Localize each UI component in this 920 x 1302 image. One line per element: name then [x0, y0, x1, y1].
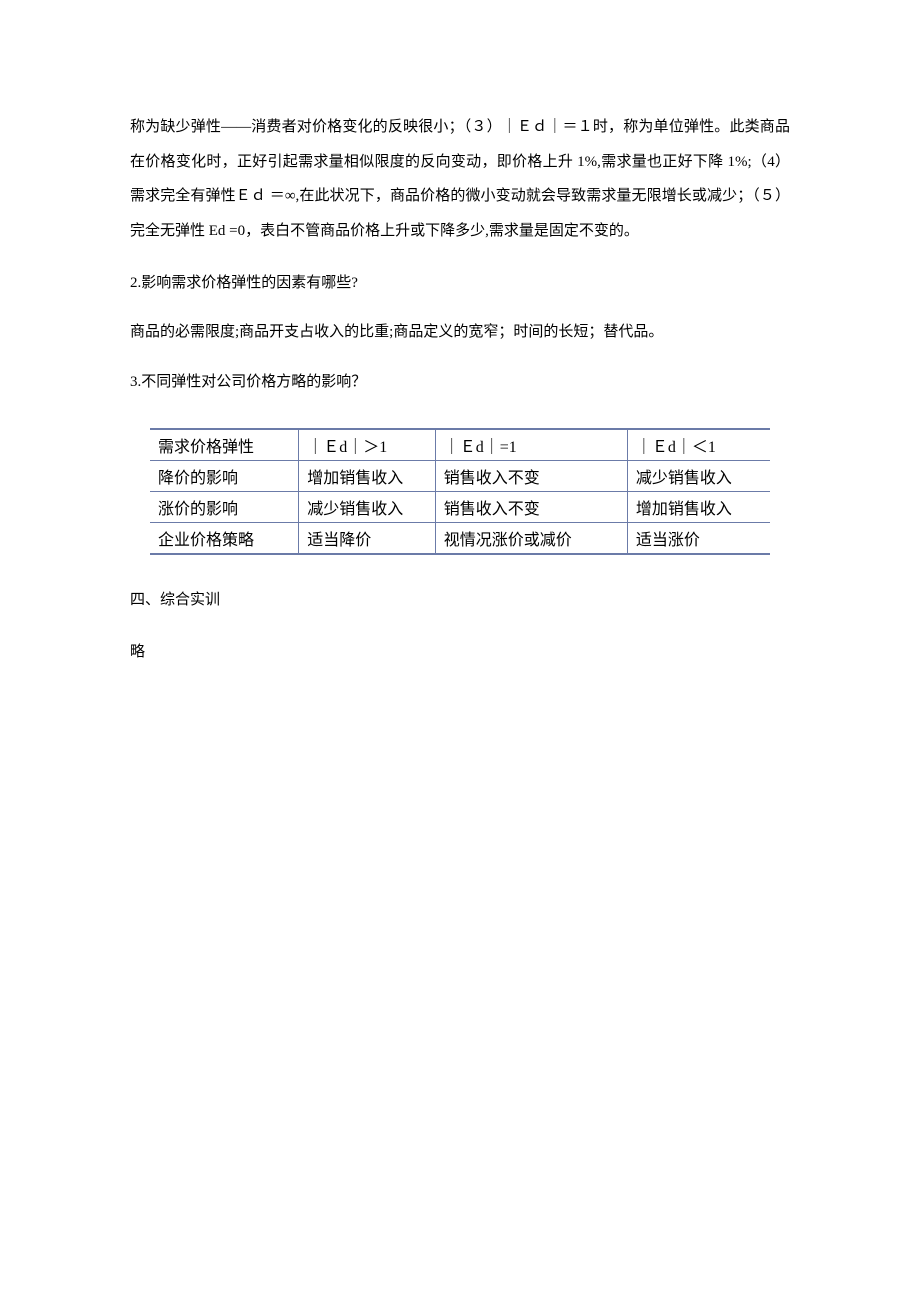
- question-2: 2.影响需求价格弹性的因素有哪些?: [130, 266, 790, 301]
- table-cell: 需求价格弹性: [150, 429, 299, 461]
- section-4-content: 略: [130, 635, 790, 670]
- table-row: 涨价的影响 减少销售收入 销售收入不变 增加销售收入: [150, 491, 770, 522]
- table-cell: 企业价格策略: [150, 522, 299, 554]
- table-cell: 适当涨价: [627, 522, 770, 554]
- table-cell: 视情况涨价或减价: [435, 522, 627, 554]
- table-cell: 销售收入不变: [435, 460, 627, 491]
- section-4-title: 四、综合实训: [130, 583, 790, 618]
- table-cell: 增加销售收入: [299, 460, 435, 491]
- table-cell: 减少销售收入: [627, 460, 770, 491]
- table-cell: ｜Ｅd｜＜1: [627, 429, 770, 461]
- table-row: 降价的影响 增加销售收入 销售收入不变 减少销售收入: [150, 460, 770, 491]
- table-cell: 销售收入不变: [435, 491, 627, 522]
- answer-2: 商品的必需限度;商品开支占收入的比重;商品定义的宽窄；时间的长短；替代品。: [130, 315, 790, 350]
- elasticity-strategy-table-container: 需求价格弹性 ｜Ｅd｜＞1 ｜Ｅd｜=1 ｜Ｅd｜＜1 降价的影响 增加销售收入…: [150, 428, 770, 555]
- question-3: 3.不同弹性对公司价格方略的影响？: [130, 365, 790, 400]
- table-cell: 降价的影响: [150, 460, 299, 491]
- table-cell: 增加销售收入: [627, 491, 770, 522]
- table-cell: 减少销售收入: [299, 491, 435, 522]
- table-row: 需求价格弹性 ｜Ｅd｜＞1 ｜Ｅd｜=1 ｜Ｅd｜＜1: [150, 429, 770, 461]
- table-cell: ｜Ｅd｜=1: [435, 429, 627, 461]
- table-cell: ｜Ｅd｜＞1: [299, 429, 435, 461]
- table-cell: 适当降价: [299, 522, 435, 554]
- paragraph-elasticity-types: 称为缺少弹性——消费者对价格变化的反映很小；（３）｜Ｅｄ｜＝１时，称为单位弹性。…: [130, 110, 790, 248]
- table-cell: 涨价的影响: [150, 491, 299, 522]
- table-row: 企业价格策略 适当降价 视情况涨价或减价 适当涨价: [150, 522, 770, 554]
- elasticity-strategy-table: 需求价格弹性 ｜Ｅd｜＞1 ｜Ｅd｜=1 ｜Ｅd｜＜1 降价的影响 增加销售收入…: [150, 428, 770, 555]
